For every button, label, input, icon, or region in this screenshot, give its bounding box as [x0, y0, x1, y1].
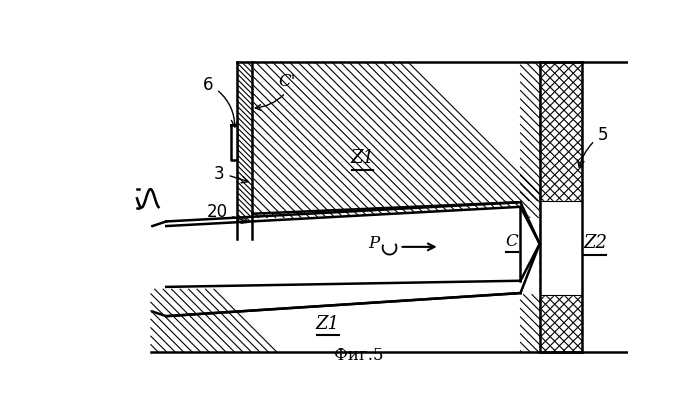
- Text: 5: 5: [578, 126, 608, 168]
- Polygon shape: [167, 207, 521, 287]
- Text: 6: 6: [203, 76, 238, 128]
- Text: P: P: [368, 234, 379, 251]
- Polygon shape: [521, 203, 542, 293]
- Polygon shape: [521, 207, 540, 281]
- Text: 20: 20: [206, 202, 248, 224]
- Text: 3: 3: [214, 164, 248, 183]
- Text: Фиг.5: Фиг.5: [334, 346, 384, 363]
- Polygon shape: [540, 63, 582, 353]
- Polygon shape: [151, 293, 629, 353]
- Polygon shape: [237, 63, 253, 240]
- Text: C': C': [278, 73, 295, 90]
- Text: Z1: Z1: [351, 149, 374, 167]
- Text: Z1: Z1: [316, 314, 340, 332]
- Text: C: C: [505, 232, 519, 249]
- Polygon shape: [540, 201, 586, 295]
- Text: Z2: Z2: [583, 233, 607, 251]
- Polygon shape: [231, 126, 237, 160]
- Polygon shape: [90, 49, 629, 364]
- Polygon shape: [253, 63, 629, 214]
